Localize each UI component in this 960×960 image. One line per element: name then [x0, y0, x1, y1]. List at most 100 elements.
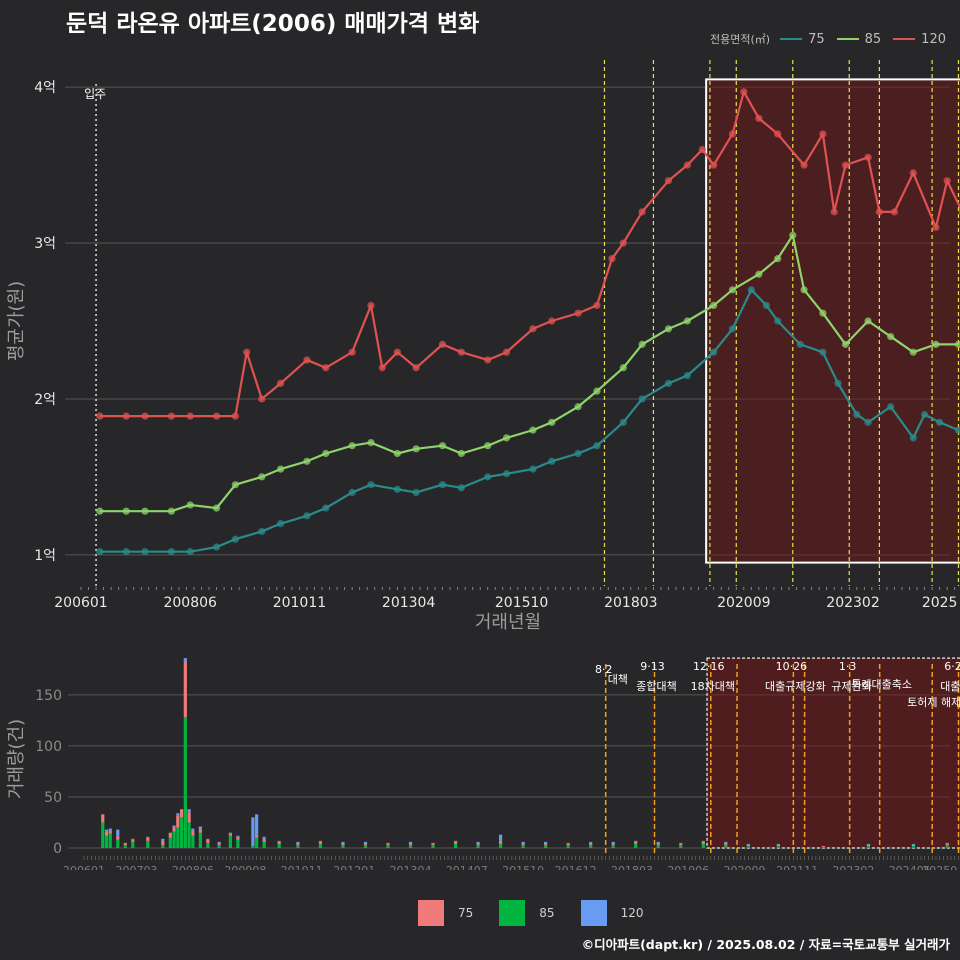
data-point — [728, 325, 737, 333]
bar-segment-75 — [262, 838, 266, 842]
bar-segment-120 — [776, 843, 780, 845]
data-point — [457, 348, 465, 356]
bar-segment-120 — [611, 841, 615, 843]
annotation-date: 12·16 — [693, 660, 725, 673]
data-point — [683, 161, 691, 169]
bar-segment-85 — [544, 844, 548, 848]
data-point — [186, 548, 194, 556]
data-point — [231, 481, 240, 489]
bar-segment-85 — [566, 844, 570, 848]
bar-segment-75 — [476, 842, 480, 845]
bar-segment-120 — [277, 840, 281, 842]
bar-segment-85 — [179, 817, 184, 848]
bar-segment-85 — [198, 832, 202, 848]
x-tick-label: 201510 — [495, 595, 548, 611]
bar-stack — [521, 841, 525, 848]
data-point — [258, 395, 266, 403]
bar-stack — [341, 841, 345, 848]
data-point — [890, 208, 899, 216]
bar-segment-85 — [123, 844, 127, 848]
bar-segment-120 — [431, 842, 435, 844]
bar-segment-120 — [701, 840, 705, 842]
bar-segment-75 — [104, 831, 109, 836]
data-point — [303, 356, 311, 364]
bar-stack — [277, 840, 281, 848]
data-point — [664, 325, 673, 333]
data-point — [887, 403, 895, 411]
bar-stack — [131, 838, 135, 848]
bar-segment-75 — [187, 812, 191, 823]
bar-segment-85 — [191, 835, 195, 848]
annotation-text: 대책 — [608, 673, 628, 686]
bar-stack — [206, 838, 210, 848]
legend-swatch-85 — [499, 900, 526, 926]
data-point — [167, 548, 175, 556]
bar-segment-85 — [521, 844, 525, 848]
bar-segment-85 — [236, 839, 240, 848]
data-point — [789, 231, 797, 239]
legend-title: 전용면적(㎡) — [710, 33, 771, 46]
data-point — [348, 488, 356, 497]
data-point — [276, 465, 285, 473]
data-point — [638, 395, 646, 403]
bar-segment-85 — [431, 844, 435, 848]
data-point — [819, 130, 827, 138]
bar-segment-75 — [198, 829, 202, 833]
bar-segment-120 — [131, 838, 135, 840]
data-point — [638, 340, 646, 348]
x-tick-label: 201011 — [273, 595, 326, 611]
bar-segment-85 — [206, 842, 210, 848]
data-point — [393, 485, 401, 493]
bar-stack — [544, 841, 548, 848]
bar-stack — [191, 828, 195, 848]
data-point — [740, 88, 748, 96]
legend-bottom-label-75: 75 — [458, 906, 474, 920]
data-point — [875, 208, 883, 216]
data-point — [438, 481, 447, 489]
data-point — [258, 473, 266, 481]
bar-segment-120 — [108, 828, 112, 831]
data-point — [141, 548, 149, 556]
data-point — [322, 449, 330, 458]
bar-stack — [679, 842, 683, 848]
x-tick-label: 201612 — [555, 864, 597, 870]
data-point — [529, 426, 537, 434]
data-point — [755, 270, 763, 278]
bar-segment-75 — [172, 827, 176, 832]
data-point — [276, 520, 285, 528]
bar-segment-75 — [453, 841, 458, 844]
series-120 — [96, 88, 960, 420]
bar-segment-85 — [296, 844, 300, 848]
bar-stack — [108, 828, 112, 848]
data-point — [186, 501, 194, 509]
bar-segment-75 — [521, 842, 525, 845]
bar-stack — [656, 841, 660, 848]
bar-segment-75 — [634, 841, 638, 844]
bar-segment-75 — [101, 814, 105, 823]
bar-stack — [476, 841, 480, 848]
bar-segment-120 — [499, 834, 503, 841]
bar-segment-120 — [476, 841, 480, 843]
bar-stack — [187, 809, 191, 848]
bar-segment-75 — [724, 842, 728, 845]
data-point — [167, 507, 175, 515]
data-point — [932, 223, 940, 232]
x-tick-label: 20250 — [922, 864, 957, 870]
data-point — [96, 548, 104, 556]
bar-segment-75 — [499, 840, 503, 844]
data-point — [664, 379, 673, 387]
data-point — [954, 340, 960, 348]
legend-top: 전용면적(㎡) 75 85 120 — [710, 31, 952, 47]
legend-line-120 — [893, 38, 916, 40]
annotation-text: 특례대출축소 — [851, 678, 912, 691]
bar-segment-75 — [228, 833, 232, 836]
y-tick-label: 150 — [35, 688, 62, 704]
bar-segment-120 — [206, 838, 210, 840]
bar-segment-120 — [566, 842, 570, 844]
bar-segment-75 — [386, 843, 390, 845]
x-tick-label: 200601 — [63, 864, 105, 870]
bar-segment-75 — [746, 844, 750, 846]
data-point — [619, 364, 627, 372]
x-tick-label: 201803 — [604, 595, 657, 611]
